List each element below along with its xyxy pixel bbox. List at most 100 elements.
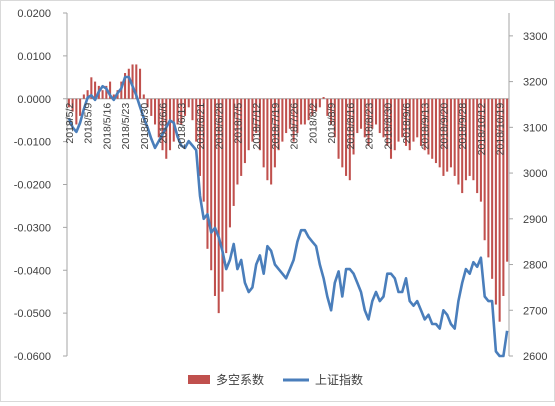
- right-tick-label: 2900: [523, 214, 547, 226]
- bar: [337, 98, 340, 159]
- x-tick-label: 2018/5/16: [101, 103, 113, 150]
- x-tick-label: 2018/6/21: [195, 103, 207, 150]
- bar: [75, 98, 78, 125]
- bar: [374, 98, 378, 125]
- bar: [67, 98, 70, 108]
- left-tick-label: -0.0500: [14, 308, 51, 320]
- right-tick-label: 3000: [523, 168, 547, 180]
- right-tick-label: 3200: [523, 77, 547, 89]
- bar: [487, 98, 490, 258]
- bar: [498, 98, 501, 322]
- x-tick-label: 2018/10/12: [476, 103, 488, 156]
- bar: [472, 98, 475, 181]
- bar: [131, 64, 134, 99]
- bar: [71, 98, 74, 112]
- bar: [105, 85, 108, 99]
- bar: [243, 98, 246, 164]
- bar: [322, 97, 325, 99]
- bar: [221, 98, 224, 292]
- bar: [386, 98, 389, 146]
- bar: [232, 98, 235, 206]
- bar: [285, 98, 288, 134]
- bar: [397, 98, 400, 142]
- bar: [389, 98, 393, 159]
- bar: [273, 98, 276, 168]
- x-tick-label: 2018/7/12: [251, 103, 263, 150]
- bar: [446, 98, 449, 172]
- bar: [112, 94, 115, 99]
- x-tick-label: 2018/5/23: [120, 103, 132, 150]
- bar: [124, 73, 127, 99]
- x-tick-label: 2018/7/19: [270, 103, 282, 150]
- bar: [150, 98, 153, 116]
- bar: [356, 98, 359, 134]
- bar: [142, 94, 145, 99]
- bar: [506, 98, 509, 262]
- bar: [423, 98, 426, 151]
- bar: [195, 98, 198, 142]
- bar: [198, 98, 202, 176]
- bar: [236, 98, 239, 185]
- bar: [79, 98, 82, 116]
- line-shanghai-index: [67, 75, 509, 358]
- bar: [438, 98, 441, 168]
- bar: [382, 98, 385, 138]
- bar: [457, 98, 460, 185]
- bar: [311, 98, 314, 116]
- x-tick-label: 2018/6/28: [214, 103, 226, 150]
- bar: [127, 68, 130, 99]
- bar: [296, 98, 299, 134]
- bar: [281, 98, 284, 142]
- bar: [502, 98, 505, 296]
- bar: [371, 98, 374, 129]
- x-tick-label: 2018/9/13: [420, 103, 432, 150]
- bar: [491, 98, 494, 279]
- x-tick-label: 2018/10/19: [495, 103, 507, 156]
- bar: [318, 98, 321, 108]
- bar: [183, 98, 187, 116]
- bar: [341, 98, 344, 168]
- bar: [401, 98, 404, 138]
- bar: [360, 98, 363, 129]
- bar: [330, 98, 333, 125]
- bar: [449, 98, 452, 168]
- bar: [266, 98, 269, 181]
- bar: [412, 98, 415, 142]
- x-tick-label: 2018/7/5: [232, 103, 244, 144]
- bar: [228, 98, 231, 228]
- x-tick-label: 2018/8/16: [345, 103, 357, 150]
- bar: [206, 98, 209, 249]
- bar: [191, 98, 194, 121]
- x-tick-label: 2018/5/30: [139, 103, 151, 150]
- bar: [348, 98, 351, 181]
- bar: [453, 98, 456, 176]
- bar: [202, 98, 205, 202]
- bar: [168, 98, 172, 151]
- bar: [352, 98, 355, 155]
- right-tick-label: 2600: [523, 351, 547, 363]
- axes: [63, 12, 513, 357]
- bar: [94, 81, 97, 99]
- left-tick-label: -0.0200: [14, 180, 51, 192]
- x-tick-label: 2018/9/28: [457, 103, 469, 150]
- bar: [303, 98, 306, 125]
- bar: [476, 98, 479, 194]
- left-tick-label: -0.0400: [14, 265, 51, 277]
- bar: [367, 98, 370, 146]
- bar: [161, 98, 164, 151]
- bar: [431, 98, 434, 159]
- x-tick-label: 2018/7/26: [289, 103, 301, 150]
- bar: [172, 98, 175, 142]
- bar: [90, 77, 93, 99]
- bar: [146, 98, 149, 108]
- bar: [479, 98, 482, 202]
- bar: [176, 98, 179, 125]
- bar: [270, 98, 273, 185]
- x-tick-label: 2018/8/9: [326, 103, 338, 144]
- bar: [393, 98, 396, 151]
- x-tick-label: 2018/6/13: [176, 103, 188, 150]
- right-tick-label: 2800: [523, 260, 547, 272]
- bar: [213, 98, 216, 296]
